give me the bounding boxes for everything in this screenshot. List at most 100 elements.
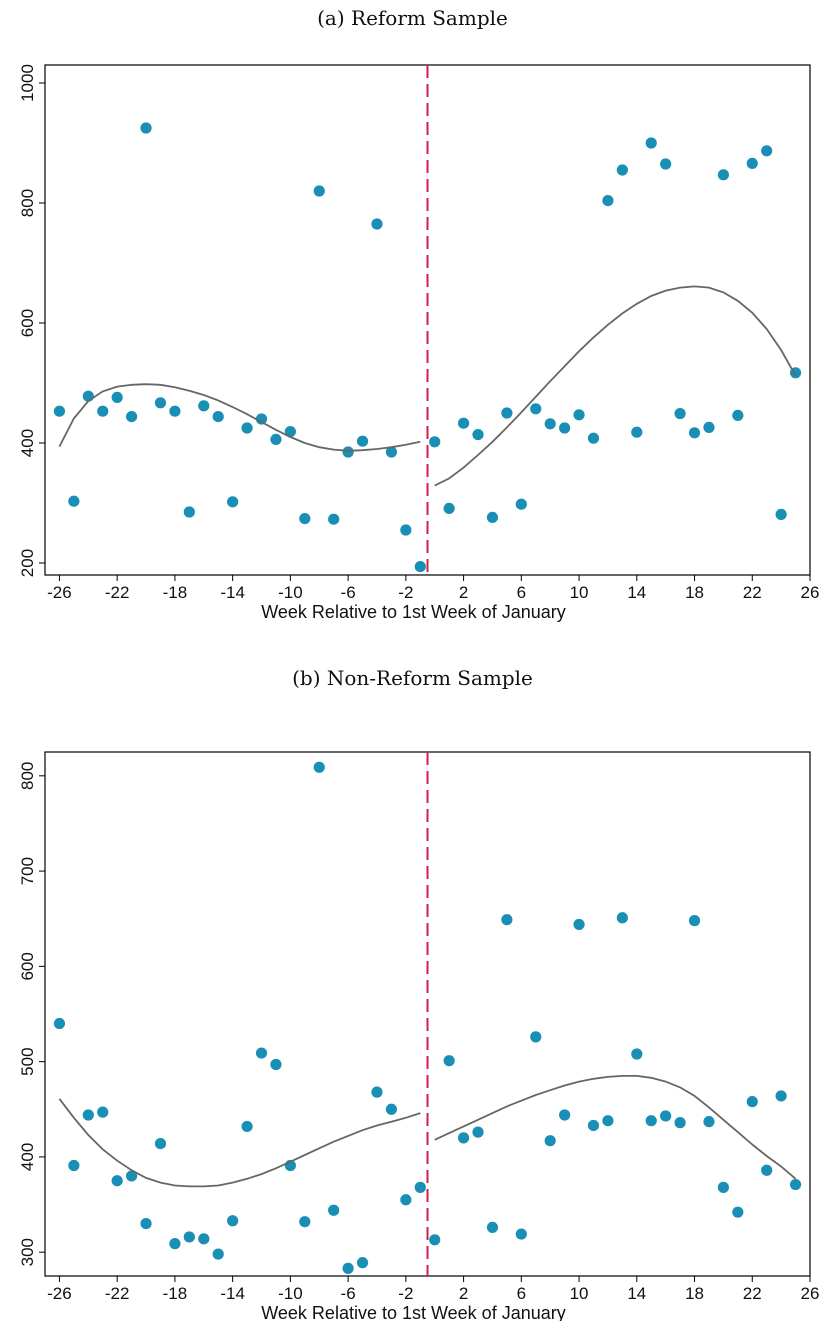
data-point (299, 1216, 311, 1228)
y-tick-label: 400 (18, 1143, 37, 1171)
data-point (328, 513, 340, 525)
x-tick-label: -22 (105, 1284, 130, 1303)
chart-title-b: (b) Non-Reform Sample (292, 666, 533, 690)
data-point (501, 407, 513, 419)
x-tick-label: -18 (163, 1284, 188, 1303)
x-axis-label: Week Relative to 1st Week of January (261, 1303, 565, 1321)
data-point (371, 1086, 383, 1098)
x-tick-label: -14 (220, 1284, 245, 1303)
y-tick-label: 200 (18, 549, 37, 577)
x-tick-label: 2 (459, 583, 468, 602)
data-point (53, 1017, 66, 1030)
data-point (761, 145, 773, 157)
data-point (472, 429, 484, 441)
data-point (530, 1031, 542, 1043)
data-point (342, 446, 354, 458)
data-point (328, 1204, 340, 1216)
y-tick-label: 1000 (18, 64, 37, 102)
data-point (544, 1135, 556, 1147)
data-point (241, 422, 253, 434)
data-point (414, 1181, 426, 1193)
data-point (443, 502, 455, 514)
x-tick-label: -2 (398, 1284, 413, 1303)
chart-panel-a: (a) Reform Sample -26 -22 -18 -14 -10 -6 -2 2 6 1… (0, 0, 825, 640)
x-tick-label: -26 (47, 1284, 72, 1303)
data-point (775, 1090, 787, 1102)
data-point (111, 1175, 123, 1187)
y-tick-label: 800 (18, 762, 37, 790)
data-point (544, 418, 556, 430)
data-point (457, 417, 470, 429)
data-point (140, 122, 152, 134)
data-point (660, 158, 672, 170)
data-point (472, 1126, 484, 1138)
y-tick-label: 800 (18, 189, 37, 217)
data-point (313, 185, 325, 197)
x-tick-label: 18 (685, 583, 704, 602)
data-point (486, 511, 499, 523)
data-point (400, 1194, 412, 1206)
data-point (429, 1234, 441, 1246)
data-point (154, 1137, 167, 1150)
data-point (631, 426, 643, 438)
x-tick-label: -2 (398, 583, 413, 602)
data-point (559, 422, 571, 434)
x-tick-label: 18 (685, 1284, 704, 1303)
data-point (746, 1096, 758, 1108)
x-tick-label: 6 (517, 1284, 526, 1303)
y-tick-label: 400 (18, 429, 37, 457)
data-point (97, 1106, 109, 1118)
data-point (761, 1164, 773, 1176)
data-point (68, 1159, 80, 1172)
data-point (732, 1206, 744, 1218)
data-point (429, 436, 441, 448)
chart-b-svg: -26 -22 -18 -14 -10 -6 -2 2 6 10 14 18 22 26300400500… (18, 751, 819, 1321)
data-point (645, 1115, 657, 1127)
data-point (703, 1116, 715, 1128)
chart-panel-b: (b) Non-Reform Sample -26 -22 -18 -14 -10 -6-… (0, 660, 825, 1321)
data-point (212, 1248, 224, 1260)
data-point (616, 164, 628, 176)
data-point (97, 405, 109, 417)
data-point (645, 137, 657, 149)
data-point (126, 411, 138, 423)
fit-line-left (58, 383, 421, 452)
data-point (270, 433, 282, 445)
x-tick-label: -6 (341, 1284, 356, 1303)
data-point (602, 1115, 614, 1127)
x-tick-label: -10 (278, 583, 303, 602)
y-tick-label: 500 (18, 1047, 37, 1075)
data-point (486, 1221, 499, 1234)
data-point (674, 408, 686, 420)
data-point (371, 218, 383, 230)
x-tick-label: -10 (278, 1284, 303, 1303)
chart-title-a: (a) Reform Sample (317, 6, 508, 30)
data-point (688, 427, 701, 439)
fit-line-right (434, 285, 797, 487)
data-point (82, 1109, 94, 1121)
y-tick-label: 600 (18, 952, 37, 980)
data-point (789, 1178, 802, 1191)
data-point (198, 400, 210, 412)
y-tick-label: 300 (18, 1238, 37, 1266)
data-point (126, 1170, 138, 1182)
data-point (559, 1109, 571, 1121)
data-point (501, 914, 513, 926)
data-point (183, 506, 195, 518)
data-point (385, 446, 398, 458)
x-tick-label: 2 (459, 1284, 468, 1303)
data-point (616, 912, 628, 924)
data-point (255, 1047, 268, 1059)
data-point (443, 1055, 455, 1067)
data-point (602, 195, 614, 207)
data-point (530, 403, 542, 415)
x-tick-label: -6 (341, 583, 356, 602)
data-point (400, 524, 412, 536)
data-point (515, 498, 527, 510)
data-point (169, 1238, 181, 1250)
x-tick-label: -18 (163, 583, 188, 602)
data-point (198, 1233, 210, 1245)
data-point (587, 1119, 600, 1132)
data-point (53, 405, 66, 417)
data-point (660, 1110, 672, 1122)
